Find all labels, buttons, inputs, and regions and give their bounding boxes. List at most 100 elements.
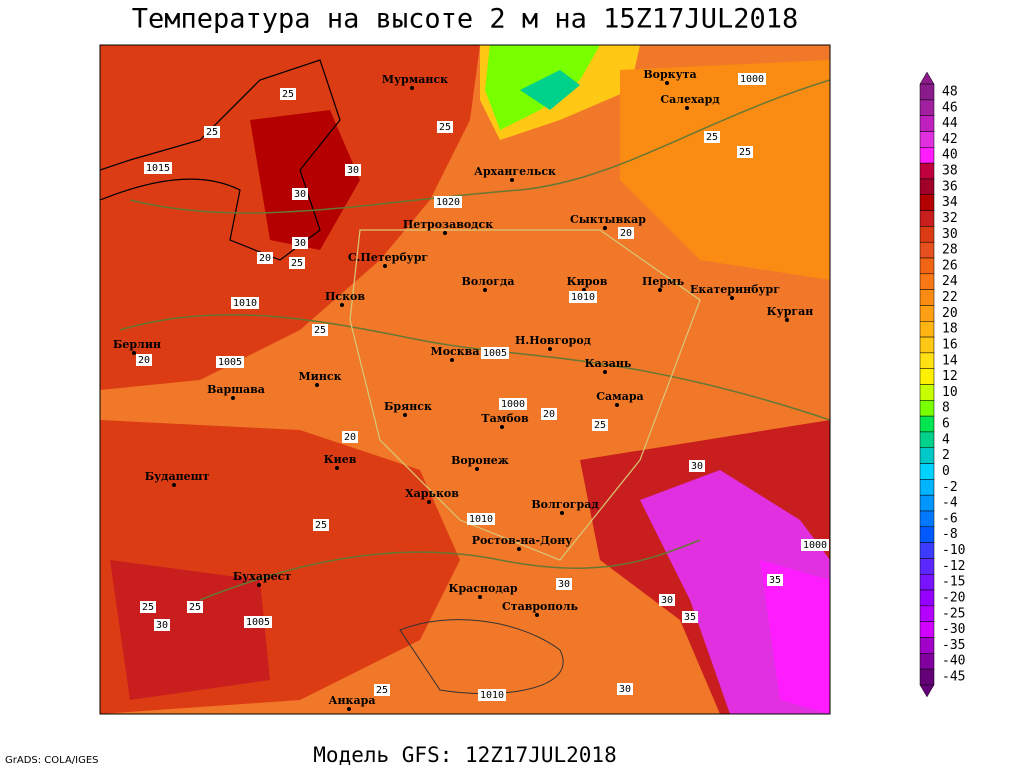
contour-label: 1010 — [233, 298, 257, 309]
colorbar-tick-label: 24 — [942, 274, 958, 289]
contour-label-box — [478, 689, 506, 701]
colorbar-tick-label: -45 — [942, 670, 965, 685]
city-label: Киров — [567, 275, 608, 288]
city-label: Тамбов — [481, 412, 529, 425]
contour-label-box — [345, 164, 361, 176]
colorbar-tick-label: -30 — [942, 622, 965, 637]
city-dot — [730, 296, 734, 300]
colorbar-tick-label: 20 — [942, 306, 958, 321]
city-label: Будапешт — [145, 470, 210, 483]
colorbar-swatch — [919, 558, 935, 575]
city-label: Берлин — [113, 338, 161, 351]
colorbar-swatch — [919, 162, 935, 180]
contour-label-box — [618, 227, 634, 239]
contour-label: 1005 — [218, 357, 242, 368]
contour-label-box — [144, 162, 172, 174]
colorbar-tick-label: -40 — [942, 654, 965, 669]
colorbar-tick-label: 40 — [942, 148, 958, 163]
city-dot — [510, 178, 514, 182]
colorbar-swatch — [919, 321, 935, 338]
contour-label: 1000 — [803, 540, 827, 551]
contour-label-box — [767, 574, 783, 586]
colorbar-tick-label: 32 — [942, 211, 958, 226]
city-label: Анкара — [329, 694, 376, 707]
colorbar-tick-label: 0 — [942, 464, 950, 479]
city-dot — [172, 483, 176, 487]
colorbar-tick-label: -12 — [942, 559, 965, 574]
colorbar-swatch — [919, 526, 935, 543]
contour-label-box — [738, 73, 766, 85]
colorbar-swatch — [919, 210, 935, 227]
contour-label: 25 — [739, 147, 751, 158]
colorbar-swatch — [919, 542, 935, 559]
contour-label-box — [481, 347, 509, 359]
contour-label: 1010 — [480, 690, 504, 701]
city-label: С.Петербург — [348, 251, 429, 264]
contour-label: 20 — [259, 253, 271, 264]
colorbar-tick-label: 14 — [942, 353, 958, 368]
contour-label-box — [204, 126, 220, 138]
colorbar-swatch — [919, 131, 935, 148]
city-label: Самара — [596, 390, 643, 403]
contour-label-box — [140, 601, 156, 613]
city-label: Ростов-на-Дону — [472, 534, 573, 547]
colorbar-swatch — [919, 336, 935, 354]
colorbar-tick-label: 46 — [942, 100, 958, 115]
city-label: Брянск — [384, 400, 432, 413]
city-dot — [603, 226, 607, 230]
colorbar-swatch — [919, 194, 935, 211]
colorbar-swatch — [919, 510, 935, 528]
contour-label: 25 — [291, 258, 303, 269]
city-dot — [560, 511, 564, 515]
colorbar-swatch — [919, 99, 935, 116]
colorbar-swatch — [919, 573, 935, 591]
colorbar-swatch — [919, 494, 935, 512]
colorbar-tick-label: 12 — [942, 369, 958, 384]
city-dot — [517, 547, 521, 551]
contour-label-box — [592, 419, 608, 431]
contour-label: 30 — [558, 579, 570, 590]
contour-label: 1000 — [501, 399, 525, 410]
colorbar-swatch — [919, 463, 935, 480]
city-label: Воркута — [643, 68, 696, 81]
colorbar-swatch — [919, 668, 935, 686]
city-dot — [478, 595, 482, 599]
city-label: Петрозаводск — [403, 218, 493, 231]
city-label: Курган — [767, 305, 814, 318]
colorbar-tick-label: -20 — [942, 590, 965, 605]
city-label: Краснодар — [448, 582, 517, 595]
city-dot — [410, 86, 414, 90]
colorbar-swatch — [919, 147, 935, 164]
contour-label-box — [737, 146, 753, 158]
colorbar: 4846444240383634323028262422201816141210… — [919, 71, 965, 698]
contour-label: 1020 — [436, 197, 460, 208]
colorbar-tick-label: 34 — [942, 195, 958, 210]
contour-label-box — [342, 431, 358, 443]
colorbar-swatch — [919, 400, 935, 417]
contour-label: 25 — [594, 420, 606, 431]
colorbar-tick-label: 2 — [942, 448, 950, 463]
colorbar-swatch — [919, 352, 935, 369]
city-label: Варшава — [207, 383, 265, 396]
contour-label-box — [154, 619, 170, 631]
contour-label: 20 — [138, 355, 150, 366]
city-label: Екатеринбург — [690, 283, 780, 296]
contour-label: 25 — [142, 602, 154, 613]
city-label: Казань — [585, 357, 632, 370]
contour-label-box — [187, 601, 203, 613]
contour-label: 25 — [376, 685, 388, 696]
colorbar-tick-label: -15 — [942, 575, 965, 590]
colorbar-swatch — [919, 226, 935, 243]
colorbar-tick-label: 36 — [942, 179, 958, 194]
contour-label: 20 — [543, 409, 555, 420]
contour-label: 25 — [439, 122, 451, 133]
city-dot — [603, 370, 607, 374]
city-label: Салехард — [660, 93, 719, 106]
city-layer: Мурманск Воркута Салехард Архангельск Петроз… — [113, 68, 813, 711]
contour-label: 1010 — [469, 514, 493, 525]
contour-label: 25 — [706, 132, 718, 143]
contour-label-layer: 1015 1020 1010 1010 1005 1005 1000 1010 1000 1005… — [136, 73, 829, 701]
city-label: Псков — [325, 290, 365, 303]
city-dot — [347, 707, 351, 711]
colorbar-swatch — [919, 241, 935, 259]
